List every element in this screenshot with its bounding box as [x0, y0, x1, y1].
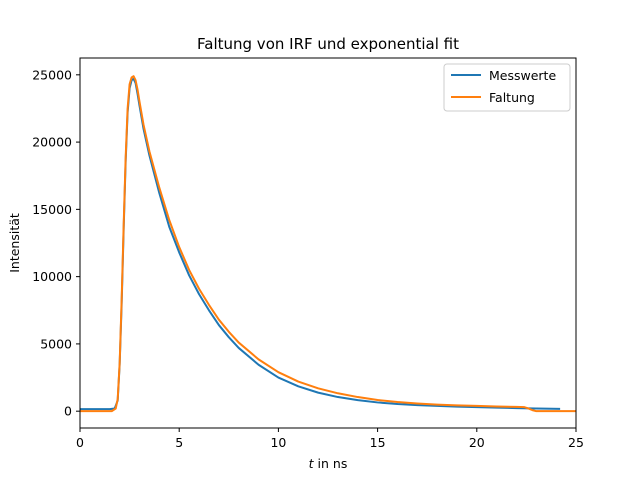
legend: Messwerte Faltung [443, 63, 571, 112]
legend-label-faltung: Faltung [489, 90, 535, 105]
y-tick-label: 20000 [32, 135, 72, 150]
y-axis-label: Intensität [7, 213, 22, 273]
x-tick-label: 25 [568, 435, 584, 450]
y-tick-label: 10000 [32, 269, 72, 284]
x-axis-label-rest: in ns [314, 456, 348, 471]
series-layer [80, 75, 576, 413]
x-axis-label-var: t [309, 456, 315, 471]
y-axis-ticks: 0 5000 10000 15000 20000 25000 [32, 67, 80, 419]
y-tick-label: 5000 [40, 336, 72, 351]
x-tick-label: 5 [175, 435, 183, 450]
x-tick-label: 10 [270, 435, 286, 450]
y-tick-label: 25000 [32, 67, 72, 82]
x-tick-label: 20 [469, 435, 485, 450]
y-tick-label: 0 [64, 404, 72, 419]
y-tick-label: 15000 [32, 202, 72, 217]
x-tick-label: 15 [370, 435, 386, 450]
plot-background [80, 58, 576, 428]
plot-frame [79, 57, 577, 429]
legend-label-messwerte: Messwerte [489, 68, 556, 83]
x-axis-ticks: 0 5 10 15 20 25 [76, 428, 584, 450]
x-tick-label: 0 [76, 435, 84, 450]
series-line-faltung [80, 75, 576, 413]
chart-title: Faltung von IRF und exponential fit [197, 35, 459, 53]
x-axis-label: t in ns [309, 456, 348, 471]
